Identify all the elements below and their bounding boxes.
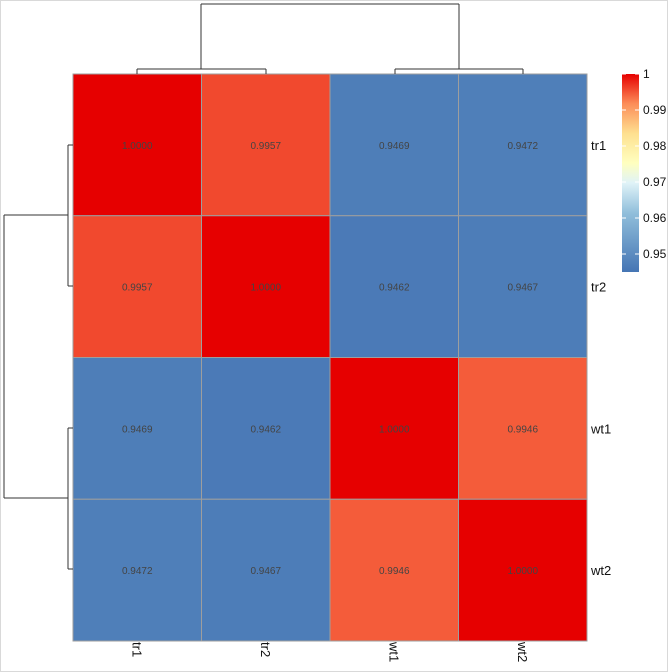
heatmap-cell-wt1-tr2 [201, 357, 331, 500]
legend-tick-label: 0.96 [643, 211, 667, 225]
cell-value-label: 0.9467 [250, 566, 281, 577]
heatmap-cell-wt1-wt1 [329, 357, 459, 500]
heatmap-cell-wt2-tr1 [72, 498, 202, 642]
row-label-wt1: wt1 [590, 421, 611, 436]
column-label-tr2: tr2 [258, 642, 273, 657]
row-labels: tr1 tr2 wt1 wt2 [590, 138, 611, 578]
legend-tick-label: 0.97 [643, 175, 667, 189]
heatmap-cell-wt2-tr2 [201, 498, 331, 642]
legend-tick-label: 0.98 [643, 139, 667, 153]
column-label-wt1: wt1 [386, 641, 401, 662]
cell-value-label: 1.0000 [250, 283, 281, 294]
cell-value-label: 0.9472 [507, 141, 538, 152]
cell-value-label: 0.9957 [122, 283, 153, 294]
heatmap-cell-wt1-tr1 [72, 357, 202, 500]
column-label-tr1: tr1 [129, 642, 144, 657]
legend-tick-label: 0.95 [643, 247, 667, 261]
heatmap-cell-wt1-wt2 [458, 357, 588, 500]
row-label-wt2: wt2 [590, 563, 611, 578]
heatmap-cell-tr2-tr2 [201, 215, 331, 358]
cell-value-label: 1.0000 [122, 141, 153, 152]
heatmap-cell-tr1-tr2 [201, 73, 331, 217]
legend-color-bar [622, 74, 639, 272]
row-label-tr2: tr2 [591, 280, 606, 295]
heatmap-cell-wt2-wt2 [458, 498, 588, 642]
legend-tick-label: 1 [643, 67, 650, 81]
cell-value-label: 0.9472 [122, 566, 153, 577]
cell-value-label: 1.0000 [507, 566, 538, 577]
cell-value-label: 0.9469 [379, 141, 410, 152]
cell-value-label: 1.0000 [379, 424, 410, 435]
heatmap-cells [72, 73, 588, 642]
heatmap-cell-wt2-wt1 [329, 498, 459, 642]
heatmap-cell-tr1-wt1 [329, 73, 459, 217]
column-dendrogram [136, 3, 524, 74]
row-dendrogram [3, 144, 73, 570]
column-labels: tr1 tr2 wt1 wt2 [129, 641, 530, 662]
heatmap-cell-tr2-wt2 [458, 215, 588, 358]
color-legend: 1 0.99 0.98 0.97 0.96 0.95 [622, 67, 667, 272]
legend-tick-label: 0.99 [643, 103, 667, 117]
row-label-tr1: tr1 [591, 138, 606, 153]
cell-value-label: 0.9467 [507, 283, 538, 294]
heatmap-cell-labels: 1.0000 0.9957 0.9469 0.9472 0.9957 1.0000 0.94… [122, 141, 539, 577]
cell-value-label: 0.9462 [250, 424, 281, 435]
heatmap-cell-tr2-wt1 [329, 215, 459, 358]
cell-value-label: 0.9469 [122, 424, 153, 435]
cell-value-label: 0.9946 [507, 424, 538, 435]
heatmap-cell-tr1-wt2 [458, 73, 588, 217]
column-label-wt2: wt2 [515, 641, 530, 662]
cell-value-label: 0.9957 [250, 141, 281, 152]
cell-value-label: 0.9462 [379, 283, 410, 294]
cell-value-label: 0.9946 [379, 566, 410, 577]
